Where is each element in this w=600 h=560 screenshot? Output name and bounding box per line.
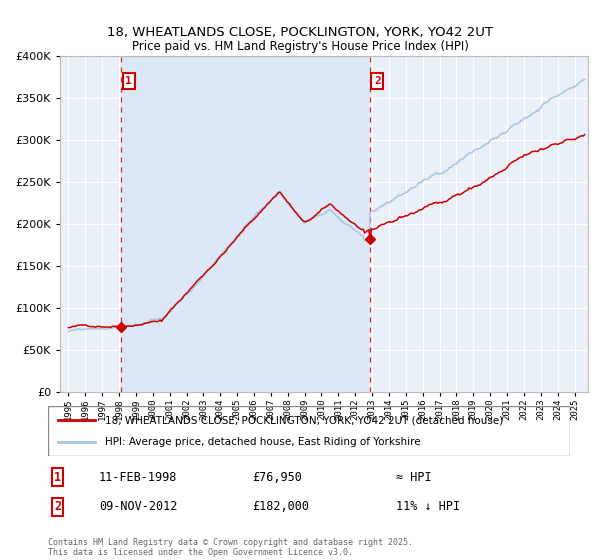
Text: Contains HM Land Registry data © Crown copyright and database right 2025.
This d: Contains HM Land Registry data © Crown c… [48,538,413,557]
Text: 1: 1 [54,470,61,484]
Text: HPI: Average price, detached house, East Riding of Yorkshire: HPI: Average price, detached house, East… [106,437,421,447]
Text: 11% ↓ HPI: 11% ↓ HPI [396,500,460,514]
Text: £182,000: £182,000 [252,500,309,514]
Text: £76,950: £76,950 [252,470,302,484]
Text: 18, WHEATLANDS CLOSE, POCKLINGTON, YORK, YO42 2UT: 18, WHEATLANDS CLOSE, POCKLINGTON, YORK,… [107,26,493,39]
Text: 2: 2 [54,500,61,514]
Text: Price paid vs. HM Land Registry's House Price Index (HPI): Price paid vs. HM Land Registry's House … [131,40,469,53]
Text: 18, WHEATLANDS CLOSE, POCKLINGTON, YORK, YO42 2UT (detached house): 18, WHEATLANDS CLOSE, POCKLINGTON, YORK,… [106,415,503,425]
Text: 2: 2 [374,76,380,86]
Text: 1: 1 [125,76,132,86]
Text: ≈ HPI: ≈ HPI [396,470,431,484]
Bar [121,56,370,392]
Text: 11-FEB-1998: 11-FEB-1998 [99,470,178,484]
Text: 09-NOV-2012: 09-NOV-2012 [99,500,178,514]
